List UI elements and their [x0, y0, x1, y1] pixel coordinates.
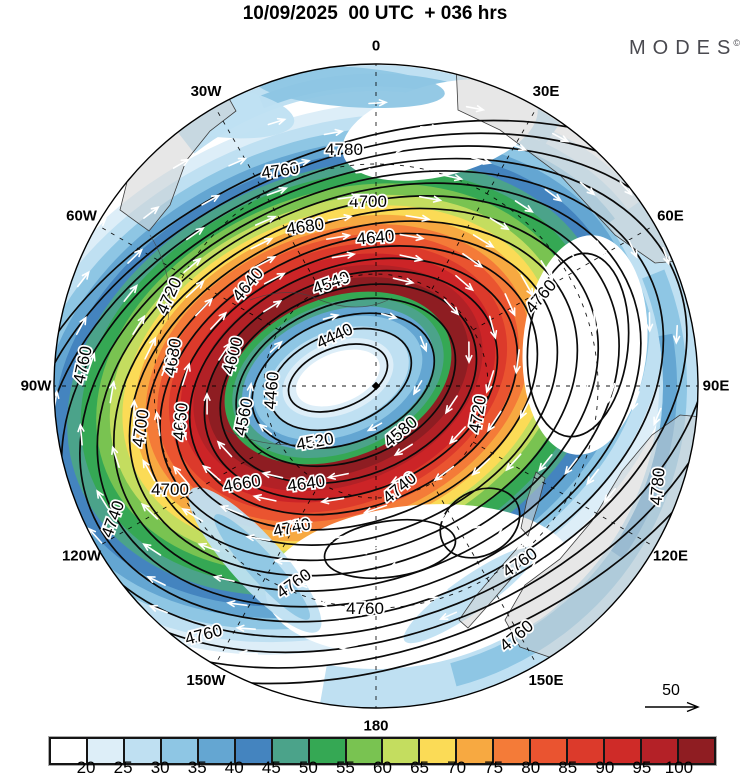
svg-text:4780: 4780	[325, 140, 363, 159]
colorbar-cell	[494, 739, 532, 763]
colorbar-tick-label: 60	[373, 758, 392, 777]
colorbar-tick-label: 80	[521, 758, 541, 777]
colorbar-cell	[346, 739, 384, 763]
svg-text:90W: 90W	[21, 378, 53, 395]
svg-text:0: 0	[372, 38, 380, 55]
colorbar-cell	[642, 739, 679, 763]
colorbar-tick-label: 40	[224, 758, 244, 777]
svg-text:4780: 4780	[646, 467, 668, 506]
svg-text:150W: 150W	[186, 672, 226, 689]
coastlines	[149, 234, 393, 446]
colorbar-tick-label: 55	[335, 758, 355, 777]
colorbar-tick-labels: 20 25 30 35 40 45 50 55 60 65 70 75 80 85 90 95 100	[49, 758, 716, 780]
colorbar-tick-label: 30	[150, 758, 170, 777]
svg-text:180: 180	[363, 718, 388, 735]
colorbar-cell	[568, 739, 606, 763]
svg-text:4760: 4760	[346, 599, 384, 618]
colorbar-tick-label: 100	[664, 758, 694, 777]
colorbar-cell	[309, 739, 347, 763]
colorbar-tick-label: 95	[632, 758, 652, 777]
pole-marker	[371, 381, 381, 391]
map-rim	[53, 63, 699, 709]
colorbar-cell	[198, 739, 236, 763]
colorbar-cell	[161, 739, 199, 763]
colorbar-tick-label: 25	[113, 758, 133, 777]
modes-logo-text: MODES	[629, 37, 738, 59]
page-title: 10/09/2025 00 UTC + 036 hrs	[242, 3, 508, 24]
colorbar-cell	[51, 739, 88, 763]
colorbar-cell	[124, 739, 162, 763]
colorbar-tick-label: 70	[447, 758, 467, 777]
colorbar	[48, 736, 717, 766]
svg-text:90E: 90E	[703, 378, 730, 395]
svg-text:30W: 30W	[191, 83, 223, 100]
colorbar-tick-label: 90	[595, 758, 615, 777]
svg-text:60W: 60W	[66, 208, 98, 225]
colorbar-cell	[420, 739, 458, 763]
height-contours	[54, 119, 698, 685]
reference-arrow: 50	[645, 682, 700, 713]
svg-text:4640: 4640	[356, 226, 395, 248]
svg-text:30E: 30E	[533, 83, 560, 100]
colorbar-cell	[531, 739, 569, 763]
colorbar-cell	[235, 739, 273, 763]
colorbar-tick-label: 35	[187, 758, 207, 777]
colorbar-tick-label: 85	[558, 758, 578, 777]
colorbar-tick-label: 50	[298, 758, 318, 777]
colorbar-cell	[678, 739, 714, 763]
svg-text:120E: 120E	[653, 548, 688, 565]
modes-logo: MODES©	[629, 37, 740, 60]
colorbar-cell	[383, 739, 421, 763]
svg-text:120W: 120W	[62, 548, 102, 565]
graticule	[54, 64, 698, 708]
land-masses	[119, 64, 698, 661]
svg-text:50: 50	[662, 682, 680, 699]
svg-text:60E: 60E	[657, 208, 684, 225]
wind-arrows	[54, 99, 681, 657]
colorbar-tick-label: 45	[261, 758, 281, 777]
svg-text:4460: 4460	[260, 371, 282, 410]
longitude-labels: 0 30E 60E 90E 120E 150E 180 150W 120W 90W 60W 30W	[21, 38, 730, 735]
colorbar-tick-label: 65	[410, 758, 430, 777]
colorbar-cell	[87, 739, 125, 763]
svg-text:150E: 150E	[528, 672, 563, 689]
colorbar-tick-label: 75	[484, 758, 504, 777]
colorbar-cell	[605, 739, 642, 763]
svg-text:4700: 4700	[151, 480, 189, 499]
colorbar-cell	[457, 739, 495, 763]
colorbar-tick-label: 20	[76, 758, 96, 777]
colorbar-cell	[272, 739, 310, 763]
copyright-mark: ©	[733, 38, 740, 49]
